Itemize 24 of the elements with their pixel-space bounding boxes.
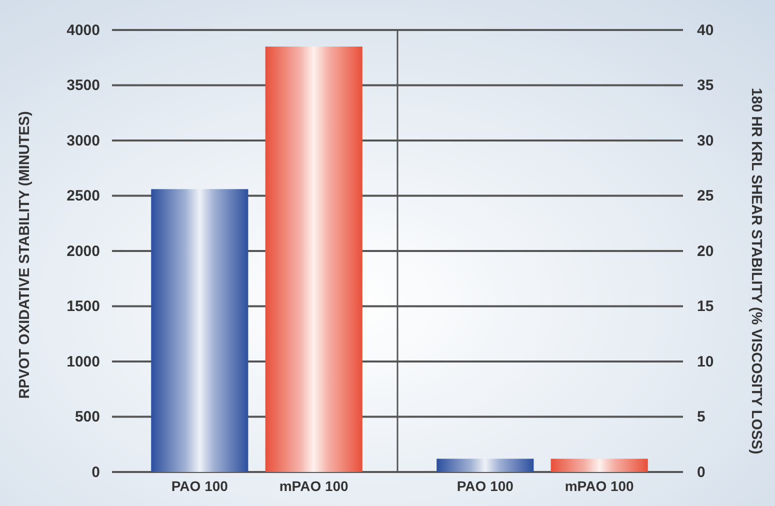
y2-tick-label: 40	[697, 22, 714, 39]
y-tick-label: 1500	[66, 298, 100, 316]
y2-axis-title: 180 HR KRL SHEAR STABILITY (% VISCOSITY LOSS)	[748, 88, 764, 454]
y-tick-label: 1000	[66, 353, 100, 370]
y2-tick-label: 35	[697, 77, 714, 94]
y-tick-label: 3500	[66, 77, 100, 94]
y2-tick-label: 20	[697, 242, 714, 260]
y-tick-label: 0	[92, 464, 100, 481]
y-tick-label: 500	[74, 408, 100, 426]
y-tick-label: 4000	[66, 22, 100, 39]
x-tick-label: PAO 100	[456, 478, 514, 494]
y2-tick-label: 5	[697, 408, 706, 426]
x-tick-label: mPAO 100	[564, 478, 634, 494]
y-axis-title: RPVOT OXIDATIVE STABILITY (MINUTES)	[17, 111, 34, 399]
y-tick-label: 2000	[66, 242, 100, 260]
y2-tick-label: 15	[697, 298, 714, 316]
y2-tick-label: 0	[697, 464, 706, 481]
y-tick-label: 3000	[66, 132, 100, 150]
y2-tick-label: 25	[697, 188, 714, 205]
x-tick-label: PAO 100	[171, 478, 228, 494]
y2-tick-label: 10	[697, 353, 714, 370]
x-tick-label: mPAO 100	[279, 478, 349, 494]
y2-tick-label: 30	[697, 132, 714, 150]
y-tick-label: 2500	[66, 188, 100, 205]
